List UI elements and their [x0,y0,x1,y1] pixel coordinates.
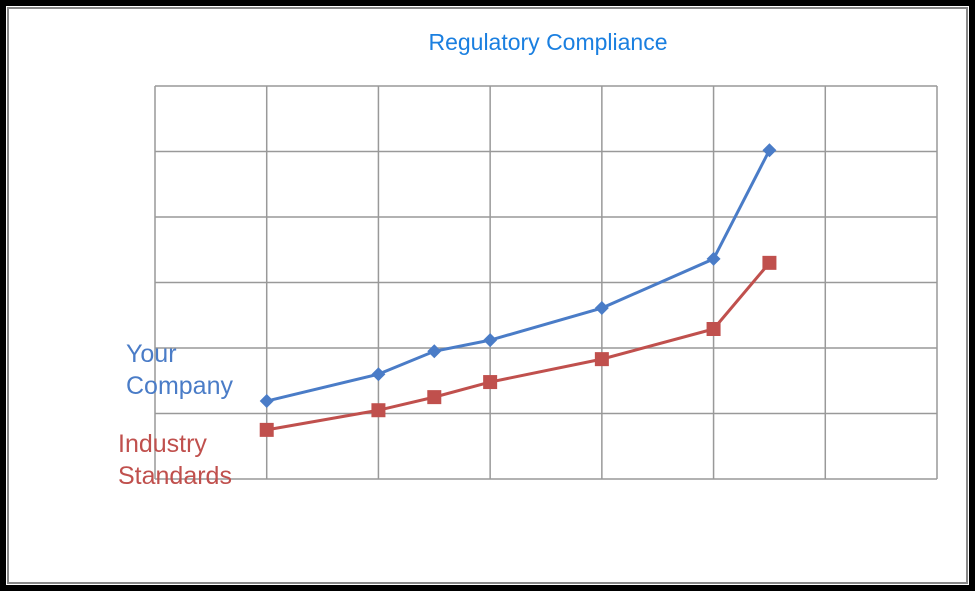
marker [762,255,777,270]
marker [594,301,609,316]
marker [706,322,721,337]
series-line [266,149,771,403]
legend-label: Industry Standards [118,430,232,490]
marker [594,352,609,367]
marker [762,143,777,158]
marker [427,390,442,405]
marker [706,251,721,266]
marker [259,422,274,437]
legend-label: Your Company [126,340,233,400]
chart-title: Regulatory Compliance [428,29,667,55]
marker [259,394,274,409]
series-line [266,261,771,432]
marker [427,344,442,359]
marker [483,333,498,348]
marker [371,403,386,418]
marker [371,367,386,382]
marker [483,375,498,390]
